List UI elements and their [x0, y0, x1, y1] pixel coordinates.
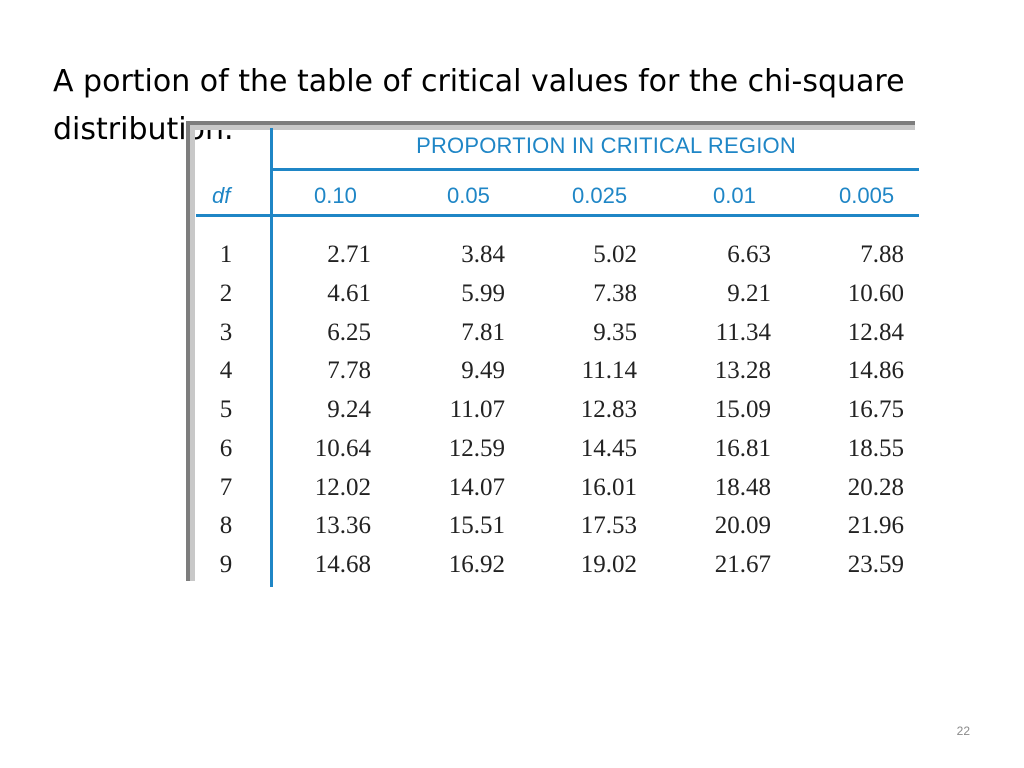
table-cell: 16.75 — [847, 396, 904, 423]
table-cell: 14.86 — [847, 357, 904, 384]
table-cell: 10.64 — [314, 435, 371, 462]
table-cell: 12.59 — [448, 435, 505, 462]
df-cell: 5 — [219, 396, 233, 423]
table-cell: 13.36 — [314, 512, 371, 539]
table-cell: 13.28 — [714, 357, 771, 384]
column-header: 0.005 — [839, 183, 895, 208]
table-cell: 20.28 — [847, 474, 904, 501]
table-cell: 7.38 — [593, 280, 637, 307]
df-column-divider — [270, 128, 273, 587]
df-cell: 3 — [219, 319, 233, 346]
table-cell: 12.02 — [314, 474, 371, 501]
group-header: PROPORTION IN CRITICAL REGION — [416, 133, 796, 158]
table-cell: 11.07 — [449, 396, 505, 423]
table-cell: 21.67 — [714, 551, 771, 578]
table-cell: 18.55 — [847, 435, 904, 462]
df-cell: 4 — [219, 357, 233, 384]
table-cell: 2.71 — [327, 241, 371, 268]
df-cell: 7 — [219, 474, 233, 501]
group-header-rule — [273, 168, 919, 171]
table-cell: 7.88 — [860, 241, 904, 268]
table-frame-left — [186, 125, 195, 581]
table-cell: 4.61 — [327, 280, 371, 307]
table-cell: 15.51 — [448, 512, 505, 539]
table-cell: 21.96 — [847, 512, 904, 539]
table-cell: 15.09 — [714, 396, 771, 423]
table-cell: 6.63 — [727, 241, 771, 268]
table-cell: 16.01 — [580, 474, 637, 501]
table-cell: 14.68 — [314, 551, 371, 578]
df-cell: 1 — [219, 241, 233, 268]
column-header: 0.10 — [314, 183, 357, 208]
table-cell: 19.02 — [580, 551, 637, 578]
table-cell: 3.84 — [461, 241, 505, 268]
table-cell: 6.25 — [327, 319, 371, 346]
column-header: 0.01 — [713, 183, 756, 208]
table-cell: 12.84 — [847, 319, 904, 346]
slide-number: 22 — [956, 724, 970, 738]
table-cell: 16.81 — [714, 435, 771, 462]
table-cell: 7.81 — [461, 319, 505, 346]
df-cell: 9 — [219, 551, 233, 578]
table-cell: 9.35 — [593, 319, 637, 346]
table-cell: 9.49 — [461, 357, 505, 384]
table-cell: 20.09 — [714, 512, 771, 539]
table-cell: 12.83 — [580, 396, 637, 423]
table-cell: 5.99 — [461, 280, 505, 307]
table-cell: 7.78 — [327, 357, 371, 384]
df-column-header: df — [212, 183, 231, 208]
table-cell: 17.53 — [580, 512, 637, 539]
column-header: 0.05 — [447, 183, 490, 208]
column-header-rule — [196, 214, 919, 217]
table-cell: 10.60 — [847, 280, 904, 307]
table-cell: 23.59 — [847, 551, 904, 578]
table-frame-top — [186, 121, 915, 130]
df-cell: 6 — [219, 435, 233, 462]
df-cell: 2 — [219, 280, 233, 307]
table-cell: 11.34 — [715, 319, 771, 346]
table-cell: 9.24 — [327, 396, 371, 423]
df-cell: 8 — [219, 512, 233, 539]
table-cell: 5.02 — [593, 241, 637, 268]
table-cell: 14.45 — [580, 435, 637, 462]
table-cell: 14.07 — [448, 474, 505, 501]
table-cell: 16.92 — [448, 551, 505, 578]
column-header: 0.025 — [572, 183, 628, 208]
table-cell: 9.21 — [727, 280, 771, 307]
table-cell: 18.48 — [714, 474, 771, 501]
table-cell: 11.14 — [581, 357, 637, 384]
